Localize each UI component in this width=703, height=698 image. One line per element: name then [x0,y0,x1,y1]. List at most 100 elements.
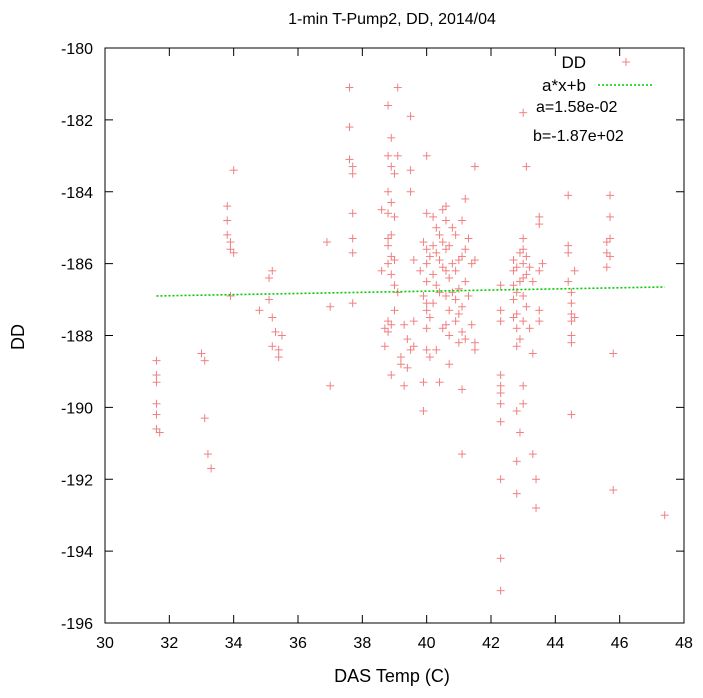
data-point [441,202,450,211]
data-point [268,313,277,322]
data-point [403,363,412,372]
data-point [152,399,161,408]
x-tick-label: 42 [482,635,500,652]
data-point [226,245,235,254]
data-point [445,274,454,282]
data-point [519,291,528,300]
data-point [470,338,479,347]
data-point [496,389,505,397]
y-axis-label: DD [8,324,28,350]
data-point [470,256,479,265]
data-point [461,245,470,254]
data-point [515,277,524,286]
data-point [496,317,505,326]
data-point [606,212,615,221]
data-point [422,345,431,354]
data-point [429,299,438,308]
data-point [406,112,415,121]
x-tick-label: 40 [418,635,436,652]
y-tick-label: -194 [61,544,93,561]
data-point [384,259,393,268]
data-point [419,406,428,415]
data-point [396,360,405,369]
data-point [390,281,399,290]
y-tick-label: -190 [61,400,93,417]
data-point [470,345,479,354]
data-point [390,169,399,178]
data-point [602,248,611,257]
data-point [348,299,357,308]
data-point [522,252,531,261]
data-point [274,353,283,362]
data-point [535,220,544,229]
data-point [525,324,534,333]
data-point [448,223,457,232]
data-point [387,198,396,207]
data-point [509,266,518,275]
data-point [435,288,444,297]
data-point [377,266,386,275]
y-tick-label: -180 [61,41,93,58]
data-point [461,277,470,286]
data-point [384,101,393,110]
data-point [422,151,431,160]
data-point [451,295,460,304]
x-tick-label: 34 [225,635,243,652]
y-axis: -180 -182 -184 -186 -188 -190 -192 -194 -196 [61,41,684,633]
data-point [387,230,396,239]
data-point [223,202,232,211]
data-point [567,410,576,419]
x-axis: 30 32 34 36 38 40 42 44 46 48 [96,48,693,652]
data-point [155,428,164,437]
data-point [326,302,335,311]
data-point [390,306,399,315]
data-point [416,266,425,275]
data-point [467,259,476,268]
data-point [203,450,212,459]
data-point [509,295,518,304]
data-point [277,331,286,340]
y-tick-label: -196 [61,616,93,633]
data-point [400,381,409,390]
fit-param-b: b=-1.87e+02 [533,128,624,145]
data-point [422,277,431,286]
data-point [522,270,531,279]
data-point [265,295,274,304]
data-point [380,324,389,333]
y-tick-label: -184 [61,185,93,202]
data-point [454,284,463,293]
data-point [406,166,415,175]
data-point [496,399,505,408]
data-point [265,274,274,282]
data-point [406,345,415,354]
data-point [387,252,396,261]
data-point [567,288,576,297]
data-point [348,169,357,178]
data-point [390,212,399,221]
data-point [525,263,534,272]
chart-title: 1-min T-Pump2, DD, 2014/04 [288,11,496,28]
data-point [609,349,618,358]
data-point [522,302,531,311]
data-point [425,353,434,362]
data-point [567,309,576,318]
x-axis-label: DAS Temp (C) [334,666,450,686]
data-point [384,151,393,160]
data-point [419,291,428,300]
data-point [512,324,521,333]
data-point [400,320,409,329]
data-point [435,378,444,387]
data-point [422,324,431,333]
data-point [445,360,454,369]
data-point [509,256,518,265]
data-point [464,234,473,243]
data-point [609,486,618,495]
x-tick-label: 32 [160,635,178,652]
data-point [448,288,457,297]
data-point [496,417,505,426]
fit-param-a: a=1.58e-02 [536,99,618,116]
data-point [464,291,473,300]
data-point [535,212,544,221]
data-point [515,248,524,257]
data-point [429,241,438,250]
